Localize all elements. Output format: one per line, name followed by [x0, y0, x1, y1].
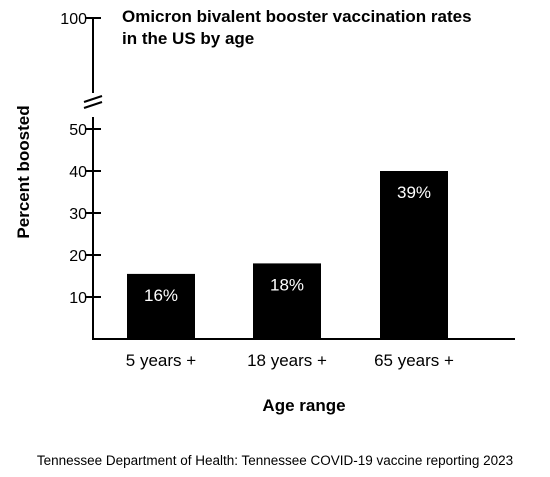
bar	[380, 171, 448, 339]
y-tick-label: 50	[69, 122, 87, 139]
y-tick-label: 40	[69, 164, 87, 181]
axis-break-mark	[83, 95, 103, 103]
y-ticks: 10 20 30 40 50 100	[60, 11, 101, 307]
chart-title: Omicron bivalent booster vaccination rat…	[122, 7, 472, 48]
bar	[127, 273, 195, 339]
bar	[253, 263, 321, 339]
y-tick-label: 30	[69, 206, 87, 223]
source-note: Tennessee Department of Health: Tennesse…	[36, 453, 514, 468]
x-tick-label: 65 years +	[374, 351, 454, 370]
y-axis-label: Percent boosted	[14, 105, 33, 238]
data-label: 18%	[270, 275, 304, 294]
data-label: 39%	[397, 183, 431, 202]
x-tick-labels: 5 years + 18 years + 65 years +	[126, 351, 454, 370]
data-label: 16%	[144, 286, 178, 305]
axis-break-mark	[83, 101, 103, 109]
x-axis-label: Age range	[262, 396, 345, 415]
x-tick-label: 5 years +	[126, 351, 196, 370]
bars: 16% 18% 39%	[127, 171, 448, 339]
y-tick-label: 10	[69, 290, 87, 307]
x-tick-label: 18 years +	[247, 351, 327, 370]
y-tick-label: 20	[69, 248, 87, 265]
y-tick-label: 100	[60, 11, 87, 28]
